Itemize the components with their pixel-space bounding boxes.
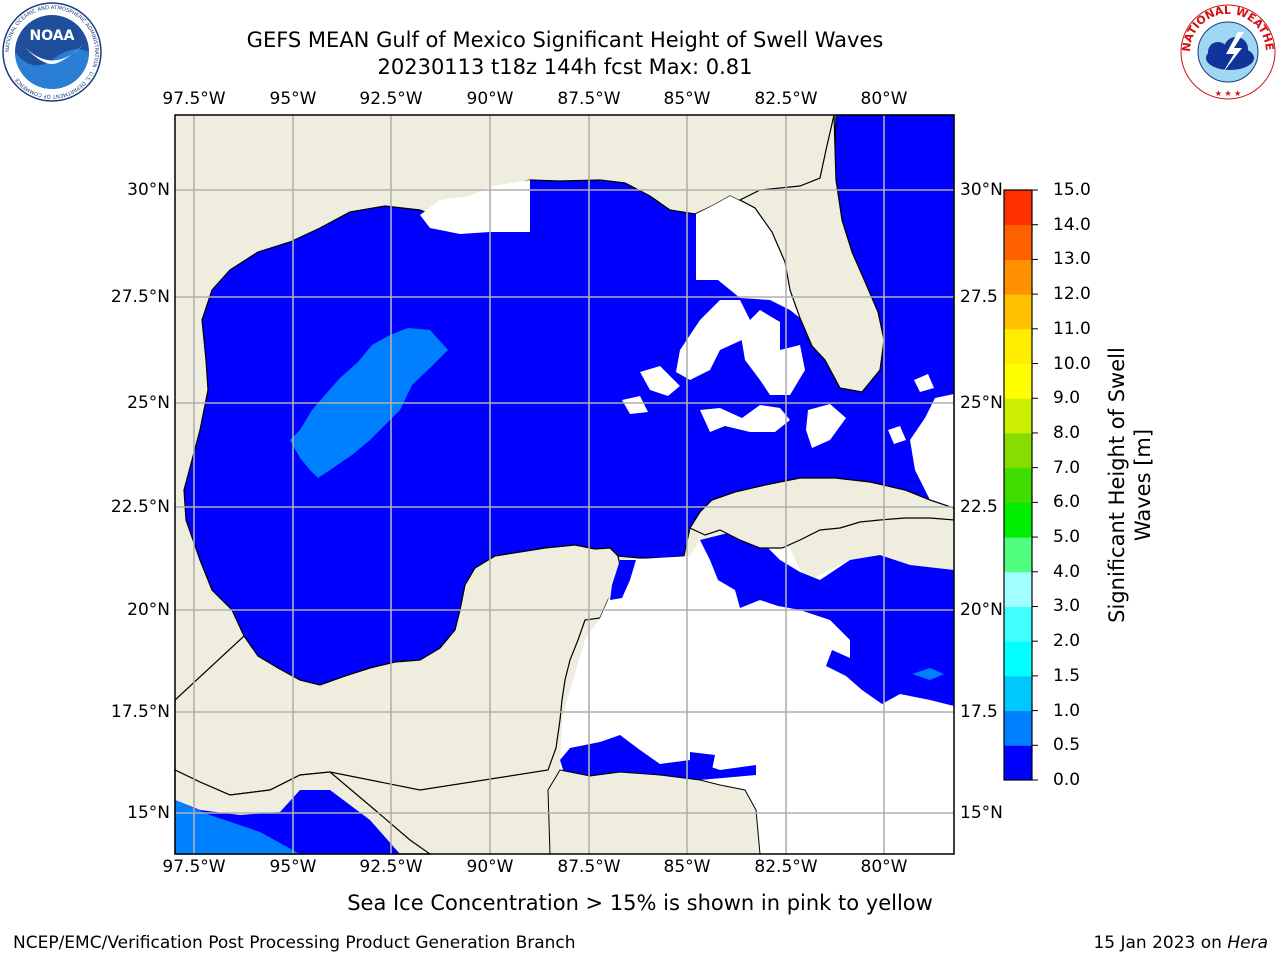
bottom-longitude-label: 80°W [860, 857, 908, 877]
footer-credit: NCEP/EMC/Verification Post Processing Pr… [13, 933, 576, 953]
left-latitude-label: 30°N [127, 180, 170, 200]
colorbar-segment [1004, 328, 1032, 365]
top-longitude-label: 85°W [663, 89, 711, 109]
left-latitude-label: 27.5°N [110, 287, 170, 307]
bottom-longitude-label: 97.5°W [162, 857, 226, 877]
colorbar-frame [1003, 189, 1033, 781]
right-latitude-label: 27.5 [960, 287, 998, 307]
colorbar-segment [1004, 745, 1032, 781]
cuba-island [689, 477, 955, 549]
scattered-no-data-cells [622, 300, 934, 448]
colorbar-segment [1004, 710, 1032, 746]
left-latitude-label: 15°N [127, 803, 170, 823]
colorbar-tick-label: 6.0 [1053, 492, 1081, 513]
colorbar-segment [1004, 537, 1032, 573]
colorbar-tick-label: 11.0 [1053, 318, 1091, 339]
colorbar-tick-label: 10.0 [1053, 353, 1091, 374]
left-latitude-label: 17.5°N [110, 702, 170, 722]
svg-text:★ ★ ★: ★ ★ ★ [1215, 89, 1242, 98]
florida-peninsula [738, 114, 885, 393]
footer-date: 15 Jan 2023 on Hera [1093, 933, 1268, 953]
bottom-longitude-label: 87.5°W [557, 857, 621, 877]
colorbar-tick-label: 4.0 [1053, 561, 1081, 582]
bottom-longitude-label: 82.5°W [754, 857, 818, 877]
noaa-logo: NOAA NATIONAL OCEANIC AND ATMOSPHERIC AD… [2, 2, 102, 102]
top-longitude-label: 90°W [466, 89, 514, 109]
colorbar-tick-label: 5.0 [1053, 527, 1081, 548]
colorbar-segment [1004, 606, 1032, 642]
caribbean-swell-cells [560, 530, 954, 780]
colorbar-tick-label: 15.0 [1053, 180, 1091, 200]
colorbar-segment [1004, 398, 1032, 434]
colorbar-tick-label: 3.0 [1053, 596, 1081, 617]
colorbar-tick-label: 1.0 [1053, 700, 1081, 721]
map-frame [174, 114, 955, 855]
colorbar-segment [1004, 641, 1032, 677]
colorbar-segment [1004, 675, 1032, 712]
right-latitude-label: 17.5 [960, 702, 998, 722]
footer-date-text: 15 Jan 2023 on [1093, 933, 1228, 953]
right-latitude-label: 30°N [960, 180, 1003, 200]
map-gridlines [175, 115, 954, 854]
colorbar-tick-label: 9.0 [1053, 388, 1081, 409]
top-longitude-label: 95°W [269, 89, 317, 109]
chart-subtitle: 20230113 t18z 144h fcst Max: 0.81 [377, 55, 753, 79]
bottom-longitude-label: 95°W [269, 857, 317, 877]
no-data-region [696, 196, 800, 318]
top-longitude-label: 92.5°W [359, 89, 423, 109]
chart-title: GEFS MEAN Gulf of Mexico Significant Hei… [246, 28, 884, 52]
honduras-coast [547, 769, 761, 855]
top-longitude-label: 80°W [860, 89, 908, 109]
colorbar [1003, 189, 1038, 781]
colorbar-segment [1004, 224, 1032, 260]
no-data-region [910, 394, 954, 508]
colorbar-segment [1004, 502, 1032, 538]
right-latitude-label: 25°N [960, 393, 1003, 413]
colorbar-title: Significant Height of Swell Waves [m] [1105, 347, 1155, 623]
top-longitude-label: 82.5°W [754, 89, 818, 109]
colorbar-segment [1004, 467, 1032, 503]
nws-logo: NATIONAL WEATHER SERVICE ★ ★ ★ [1178, 2, 1276, 100]
colorbar-tick-label: 12.0 [1053, 284, 1091, 305]
bottom-longitude-label: 92.5°W [359, 857, 423, 877]
colorbar-tick-label: 14.0 [1053, 214, 1091, 235]
colorbar-segment [1004, 190, 1032, 226]
colorbar-tick-label: 0.0 [1053, 770, 1081, 790]
colorbar-tick-label: 0.5 [1053, 735, 1081, 756]
noaa-logo-text: NOAA [30, 28, 75, 44]
colorbar-tick-label: 2.0 [1053, 631, 1081, 652]
colorbar-tick-label: 1.5 [1053, 665, 1081, 686]
top-longitude-label: 97.5°W [162, 89, 226, 109]
left-latitude-label: 25°N [127, 393, 170, 413]
right-latitude-label: 15°N [960, 803, 1003, 823]
left-latitude-label: 20°N [127, 600, 170, 620]
colorbar-tick-label: 13.0 [1053, 249, 1091, 270]
bottom-longitude-label: 85°W [663, 857, 711, 877]
colorbar-segment [1004, 259, 1032, 295]
top-longitude-label: 87.5°W [557, 89, 621, 109]
footer-host: Hera [1227, 933, 1268, 953]
colorbar-segment [1004, 294, 1032, 330]
swell-patch-0.5-1.0 [912, 668, 944, 680]
left-latitude-label: 22.5°N [110, 497, 170, 517]
no-data-region [420, 180, 530, 234]
colorbar-tick-label: 8.0 [1053, 422, 1081, 443]
right-latitude-label: 22.5 [960, 497, 998, 517]
right-latitude-label: 20°N [960, 600, 1003, 620]
colorbar-segment [1004, 571, 1032, 607]
colorbar-segment [1004, 363, 1032, 399]
colorbar-segment [1004, 432, 1032, 469]
colorbar-tick-label: 7.0 [1053, 457, 1081, 478]
bottom-longitude-label: 90°W [466, 857, 514, 877]
sea-ice-caption: Sea Ice Concentration > 15% is shown in … [347, 891, 933, 915]
